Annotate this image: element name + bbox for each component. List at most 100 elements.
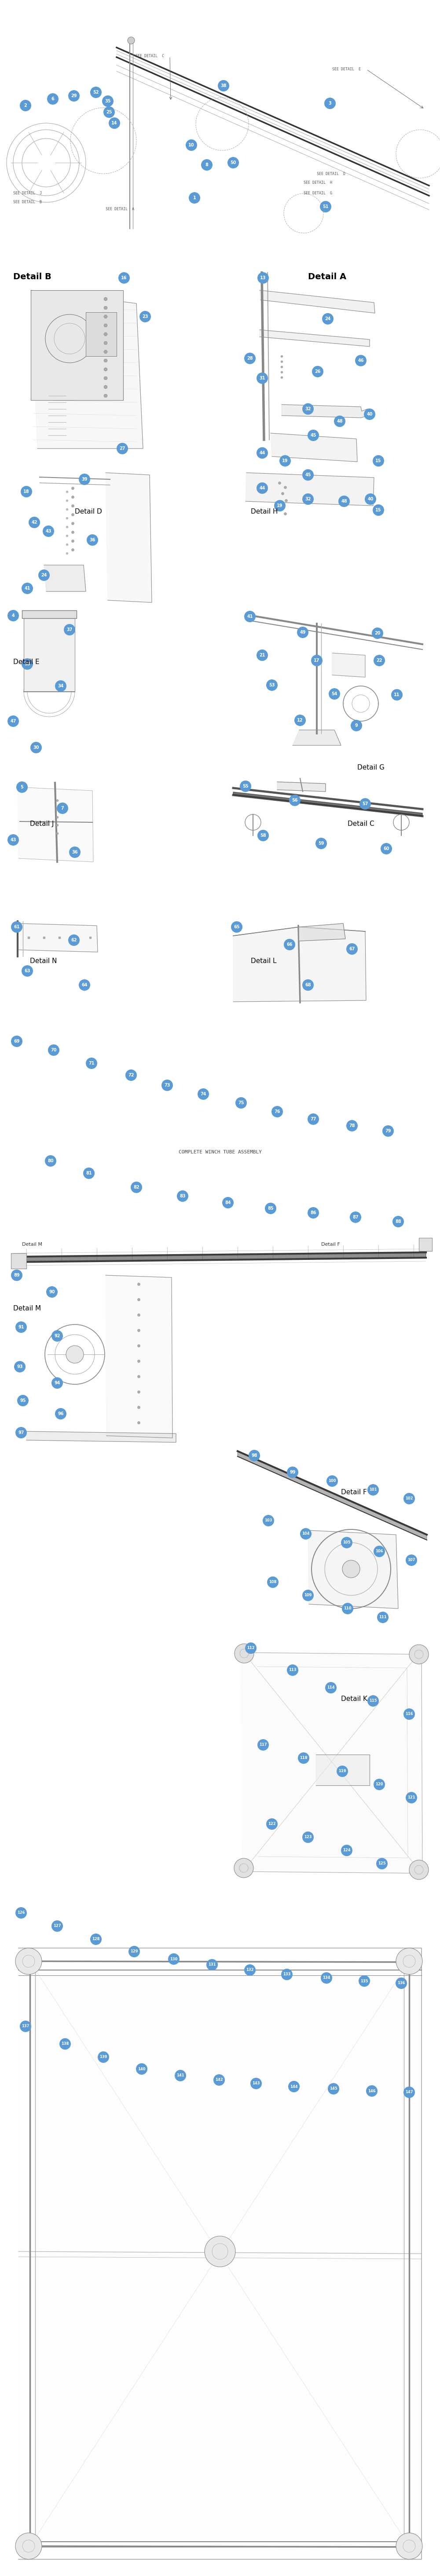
Circle shape	[51, 1919, 63, 1932]
Circle shape	[55, 1409, 66, 1419]
Circle shape	[289, 793, 301, 806]
Circle shape	[302, 469, 314, 482]
Text: 126: 126	[17, 1911, 25, 1914]
Circle shape	[267, 1577, 279, 1587]
Circle shape	[257, 374, 268, 384]
Text: 129: 129	[130, 1950, 138, 1953]
Text: 3: 3	[329, 100, 331, 106]
Text: 5: 5	[21, 786, 23, 788]
Circle shape	[279, 456, 291, 466]
Circle shape	[45, 1154, 56, 1167]
Text: 63: 63	[24, 969, 30, 974]
Polygon shape	[233, 791, 422, 817]
Text: Detail M: Detail M	[13, 1306, 41, 1311]
Text: 37: 37	[66, 629, 73, 631]
Polygon shape	[106, 474, 152, 603]
Text: 30: 30	[33, 744, 39, 750]
Text: 72: 72	[128, 1074, 134, 1077]
Text: 29: 29	[71, 93, 77, 98]
Circle shape	[55, 680, 66, 693]
Circle shape	[359, 799, 371, 809]
Circle shape	[21, 487, 32, 497]
Text: 44: 44	[259, 451, 265, 456]
Circle shape	[406, 1553, 417, 1566]
Circle shape	[104, 358, 107, 363]
Polygon shape	[316, 1754, 370, 1785]
Text: Detail F: Detail F	[341, 1489, 367, 1497]
Text: 24: 24	[325, 317, 331, 322]
Text: Detail F: Detail F	[321, 1242, 340, 1247]
Circle shape	[79, 979, 90, 992]
Circle shape	[308, 1113, 319, 1126]
Text: 59: 59	[318, 842, 324, 845]
Polygon shape	[332, 652, 365, 677]
Text: 35: 35	[105, 98, 111, 103]
Text: 49: 49	[300, 631, 306, 634]
Circle shape	[334, 415, 345, 428]
Text: 70: 70	[51, 1048, 57, 1054]
Text: 96: 96	[58, 1412, 64, 1417]
Text: 89: 89	[14, 1273, 20, 1278]
Text: 28: 28	[247, 355, 253, 361]
Circle shape	[302, 404, 314, 415]
Circle shape	[15, 2532, 42, 2561]
Circle shape	[104, 394, 107, 397]
Text: 95: 95	[20, 1399, 26, 1404]
Circle shape	[321, 1973, 332, 1984]
Text: 120: 120	[375, 1783, 383, 1785]
Circle shape	[287, 1466, 298, 1479]
Text: 10: 10	[188, 142, 194, 147]
Circle shape	[341, 1844, 352, 1857]
Circle shape	[15, 1321, 27, 1332]
Text: SEE DETAIL  E: SEE DETAIL E	[332, 67, 361, 72]
Circle shape	[64, 623, 75, 636]
Circle shape	[51, 1378, 63, 1388]
Text: 9: 9	[355, 724, 358, 729]
Circle shape	[79, 474, 90, 484]
Text: 15: 15	[375, 459, 381, 464]
Circle shape	[7, 716, 19, 726]
Circle shape	[257, 829, 269, 842]
Text: 12: 12	[297, 719, 303, 721]
Text: 145: 145	[330, 2087, 337, 2092]
Text: 17: 17	[314, 659, 320, 662]
Text: 46: 46	[358, 358, 364, 363]
Circle shape	[359, 1976, 370, 1986]
Text: 84: 84	[225, 1200, 231, 1206]
Text: 128: 128	[92, 1937, 100, 1942]
Circle shape	[298, 1752, 309, 1765]
Circle shape	[257, 273, 269, 283]
Circle shape	[245, 1643, 257, 1654]
Circle shape	[48, 1043, 59, 1056]
Text: 106: 106	[375, 1548, 383, 1553]
Circle shape	[131, 1182, 142, 1193]
Circle shape	[66, 1345, 84, 1363]
Text: 108: 108	[269, 1579, 277, 1584]
Circle shape	[396, 1947, 422, 1973]
Text: 36: 36	[72, 850, 78, 855]
Text: 52: 52	[93, 90, 99, 95]
Text: 20: 20	[374, 631, 381, 636]
Text: 56: 56	[292, 799, 298, 804]
Bar	[24, 613, 75, 693]
Circle shape	[312, 366, 323, 376]
Circle shape	[22, 659, 33, 670]
Text: 142: 142	[215, 2079, 223, 2081]
Text: 101: 101	[369, 1489, 377, 1492]
Text: 77: 77	[310, 1118, 316, 1121]
Circle shape	[257, 649, 268, 662]
Circle shape	[15, 1947, 42, 1973]
Text: Detail L: Detail L	[251, 958, 277, 963]
Circle shape	[118, 273, 130, 283]
Text: 119: 119	[338, 1770, 346, 1772]
Text: 6: 6	[51, 98, 54, 100]
Circle shape	[189, 193, 200, 204]
Text: 75: 75	[238, 1100, 244, 1105]
Text: Detail D: Detail D	[75, 507, 102, 515]
Text: 147: 147	[405, 2089, 413, 2094]
Circle shape	[338, 495, 350, 507]
Polygon shape	[26, 1432, 176, 1443]
Circle shape	[201, 160, 213, 170]
Circle shape	[15, 1427, 27, 1437]
Text: 71: 71	[88, 1061, 95, 1066]
